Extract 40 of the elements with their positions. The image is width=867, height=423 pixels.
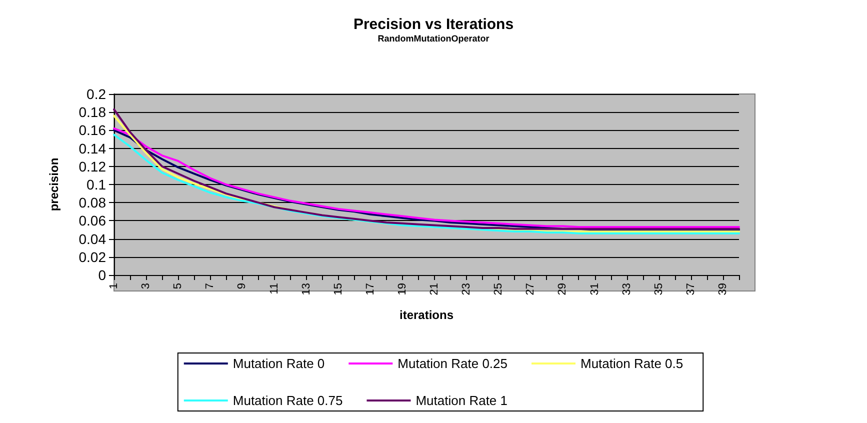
legend-label: Mutation Rate 0.75 bbox=[232, 393, 343, 408]
x-tick-label: 33 bbox=[620, 283, 633, 296]
x-tick-label: 19 bbox=[396, 283, 408, 296]
y-tick-label: 0.08 bbox=[78, 194, 106, 211]
y-tick-label: 0.14 bbox=[78, 140, 106, 156]
y-tick-label: 0.2 bbox=[86, 86, 106, 102]
x-tick-label: 27 bbox=[524, 283, 537, 296]
x-tick-label: 39 bbox=[716, 283, 729, 296]
y-tick-label: 0.06 bbox=[78, 212, 106, 229]
x-tick-label: 37 bbox=[684, 283, 697, 296]
legend-label: Mutation Rate 1 bbox=[416, 393, 508, 408]
y-tick-label: 0.18 bbox=[78, 104, 106, 120]
x-tick-label: 13 bbox=[300, 283, 312, 296]
y-tick-label: 0.04 bbox=[78, 230, 106, 247]
legend-label: Mutation Rate 0.25 bbox=[398, 356, 508, 371]
x-tick-label: 31 bbox=[588, 283, 601, 296]
x-tick-label: 9 bbox=[236, 283, 248, 290]
x-tick-label: 7 bbox=[204, 283, 216, 290]
x-axis-title: iterations bbox=[399, 308, 454, 322]
y-tick-label: 0.1 bbox=[86, 176, 106, 192]
x-tick-label: 29 bbox=[556, 283, 569, 296]
x-tick-label: 11 bbox=[268, 283, 280, 294]
legend-label: Mutation Rate 0 bbox=[232, 356, 325, 371]
x-tick-label: 17 bbox=[364, 283, 376, 296]
y-axis-title: precision bbox=[47, 158, 61, 212]
x-tick-label: 23 bbox=[460, 283, 473, 296]
x-tick-label: 3 bbox=[140, 283, 152, 290]
y-tick-label: 0 bbox=[98, 267, 106, 283]
x-tick-label: 1 bbox=[108, 283, 120, 290]
x-tick-label: 21 bbox=[428, 283, 441, 296]
y-tick-label: 0.12 bbox=[78, 158, 106, 174]
x-tick-label: 15 bbox=[332, 283, 344, 296]
legend-label: Mutation Rate 0.5 bbox=[580, 356, 684, 371]
x-tick-label: 25 bbox=[492, 283, 505, 296]
x-tick-label: 5 bbox=[172, 283, 184, 290]
chart-title: Precision vs Iterations bbox=[353, 16, 514, 33]
y-tick-label: 0.02 bbox=[78, 248, 106, 265]
x-tick-label: 35 bbox=[652, 283, 665, 296]
y-tick-label: 0.16 bbox=[78, 122, 106, 138]
chart-subtitle: RandomMutationOperator bbox=[378, 34, 490, 44]
